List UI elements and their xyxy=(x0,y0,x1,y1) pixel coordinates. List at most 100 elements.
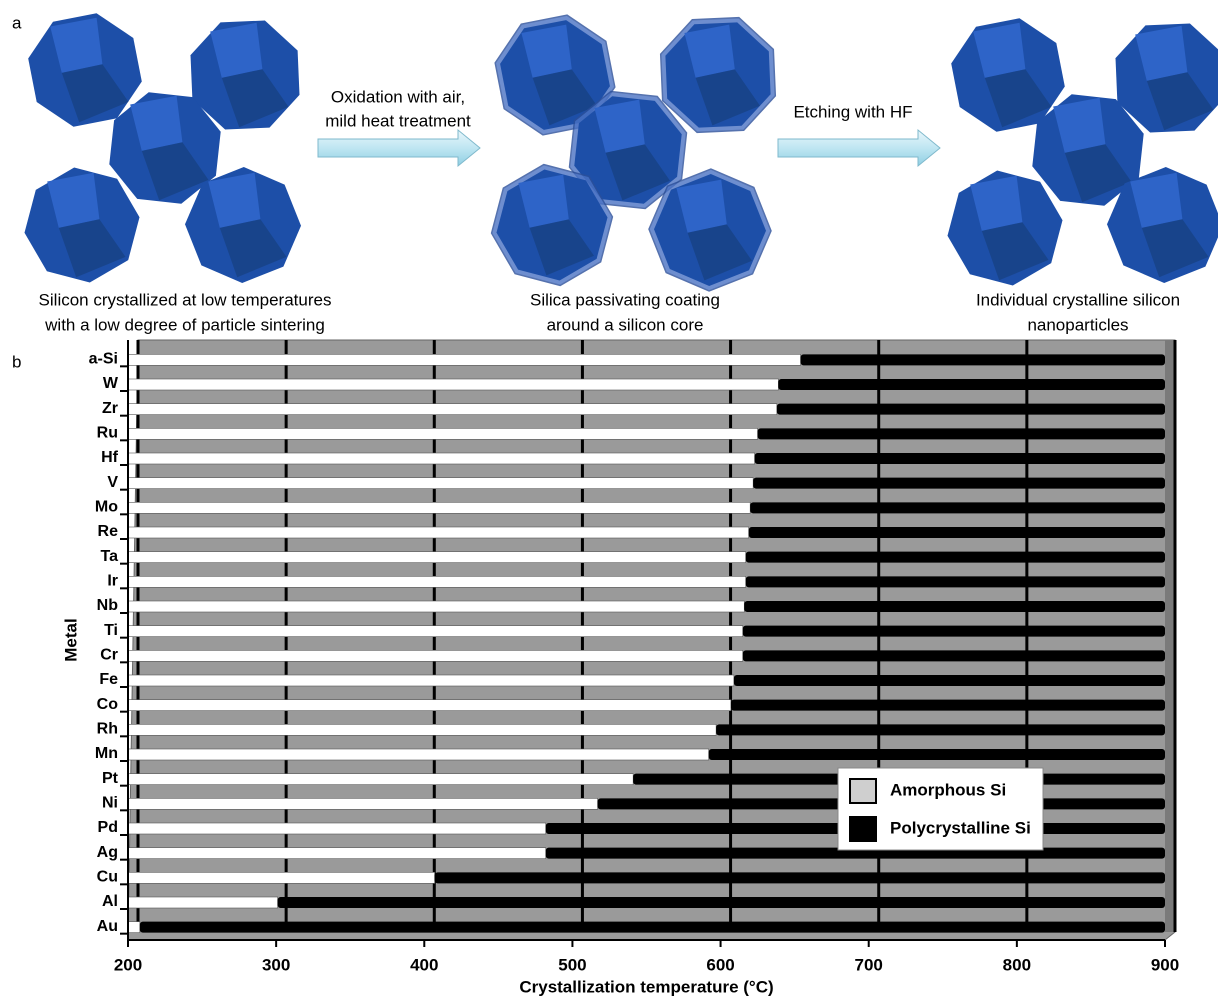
panel-label: a xyxy=(12,13,22,32)
amorphous-bar xyxy=(127,847,547,859)
particle xyxy=(1115,23,1218,133)
floor-edge xyxy=(1165,340,1175,932)
polycrystalline-bar xyxy=(434,872,1165,884)
y-tick-label: Pd xyxy=(98,819,118,836)
facet xyxy=(684,24,735,78)
facet xyxy=(521,24,572,78)
legend-swatch xyxy=(849,778,877,804)
particle xyxy=(1107,167,1218,283)
facet xyxy=(676,179,727,233)
polycrystalline-bar xyxy=(745,576,1165,588)
y-tick-label: Ta xyxy=(101,548,119,565)
y-tick-label: Cr xyxy=(100,647,118,664)
particle xyxy=(494,14,616,136)
facet xyxy=(1130,172,1183,228)
y-tick-label: Ir xyxy=(107,573,118,590)
step-caption: Silicon crystallized at low temperatures xyxy=(39,290,332,309)
polycrystalline-bar xyxy=(733,675,1165,686)
facet xyxy=(208,172,261,228)
amorphous-bar xyxy=(127,625,744,637)
polycrystalline-bar xyxy=(800,354,1165,366)
facet-dark xyxy=(58,219,126,278)
polycrystalline-bar xyxy=(716,724,1165,736)
y-tick-label: Cu xyxy=(97,869,118,886)
x-tick-label: 300 xyxy=(262,955,290,974)
facet-dark xyxy=(1064,144,1132,203)
facet-dark xyxy=(529,219,594,276)
step-caption: Silica passivating coating xyxy=(530,290,720,309)
particle xyxy=(568,90,688,210)
arrow-label: Oxidation with air, xyxy=(331,87,465,106)
amorphous-bar xyxy=(127,477,754,489)
y-tick-label: Pt xyxy=(102,770,119,787)
y-tick-label: Nb xyxy=(97,597,119,614)
y-tick-label: Co xyxy=(97,696,119,713)
polycrystalline-bar xyxy=(139,921,1165,933)
facet xyxy=(1135,25,1188,81)
polycrystalline-bar xyxy=(744,601,1165,612)
amorphous-bar xyxy=(127,551,747,563)
amorphous-bar xyxy=(127,354,801,366)
legend: Amorphous Si Polycrystalline Si xyxy=(837,767,1044,851)
panel-label: b xyxy=(12,352,21,371)
facet xyxy=(970,175,1023,231)
facet xyxy=(47,172,100,228)
amorphous-bar xyxy=(127,798,598,810)
x-tick-label: 200 xyxy=(114,955,142,974)
y-tick-label: Mn xyxy=(95,745,118,762)
y-axis-label: Metal xyxy=(61,618,80,661)
particle xyxy=(185,167,301,283)
amorphous-bar xyxy=(127,699,732,711)
y-tick-label: Re xyxy=(98,523,119,540)
facet-dark xyxy=(141,142,209,201)
particle xyxy=(28,13,142,127)
particle xyxy=(951,18,1065,132)
y-tick-label: V xyxy=(107,474,118,491)
y-tick-label: Rh xyxy=(97,721,118,738)
x-tick-label: 400 xyxy=(410,955,438,974)
x-tick-label: 600 xyxy=(706,955,734,974)
polycrystalline-bar xyxy=(776,403,1165,415)
process-arrow xyxy=(777,128,941,168)
polycrystalline-bar xyxy=(277,897,1166,908)
amorphous-bar xyxy=(127,773,634,785)
y-tick-label: a-Si xyxy=(89,351,118,368)
y-tick-label: Hf xyxy=(101,449,119,466)
process-arrow xyxy=(317,128,481,168)
amorphous-bar xyxy=(127,748,710,761)
particle xyxy=(24,167,140,283)
legend-label: Amorphous Si xyxy=(890,780,1006,799)
y-tick-label: Zr xyxy=(102,400,118,417)
x-tick-label: 700 xyxy=(855,955,883,974)
amorphous-bar xyxy=(127,452,755,465)
y-tick-label: Ru xyxy=(97,425,118,442)
polycrystalline-bar xyxy=(753,477,1165,489)
x-tick-label: 800 xyxy=(1003,955,1031,974)
step-caption: with a low degree of particle sintering xyxy=(44,315,325,334)
legend-swatch xyxy=(849,816,877,842)
polycrystalline-bar xyxy=(742,650,1165,662)
particle xyxy=(659,16,777,134)
polycrystalline-bar xyxy=(748,527,1165,538)
facet-dark xyxy=(687,224,752,281)
facet-dark xyxy=(221,69,289,128)
y-tick-label: Mo xyxy=(95,499,118,516)
panel-b: b a-Si W Zr Ru Hf V Mo Re Ta Ir Nb Ti Cr Fe Co Rh Mn Pt Ni P… xyxy=(12,339,1179,996)
polycrystalline-bar xyxy=(742,625,1165,637)
amorphous-bar xyxy=(127,896,278,909)
particle xyxy=(109,92,221,204)
x-tick-label: 500 xyxy=(558,955,586,974)
facet xyxy=(130,95,183,151)
amorphous-bar xyxy=(127,674,735,687)
facet-dark xyxy=(984,69,1052,128)
amorphous-bar xyxy=(127,872,435,884)
facet-dark xyxy=(61,64,129,123)
facet-dark xyxy=(1146,72,1214,131)
facet-dark xyxy=(605,144,670,201)
facet xyxy=(594,99,645,153)
amorphous-bar xyxy=(127,650,744,662)
amorphous-bar xyxy=(127,428,758,440)
amorphous-bar xyxy=(127,921,141,933)
y-tick-label: Ag xyxy=(97,844,118,861)
